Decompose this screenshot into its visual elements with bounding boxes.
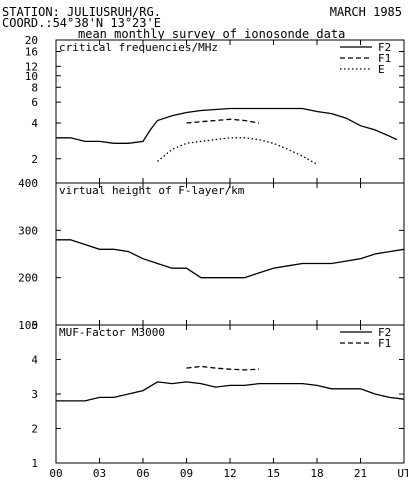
x-tick-label: 15 bbox=[267, 467, 280, 480]
panel-2: 100 200 300 400 virtual height of F-layer/km bbox=[18, 177, 405, 332]
x-tick-label: 03 bbox=[93, 467, 106, 480]
y-tick-label: 16 bbox=[25, 46, 38, 59]
x-tick-label: 06 bbox=[136, 467, 149, 480]
series-line-f1 bbox=[186, 118, 260, 124]
y-tick-label: 300 bbox=[18, 224, 38, 237]
y-tick-label: 6 bbox=[31, 96, 38, 109]
legend-label-f2: F2 bbox=[378, 326, 391, 339]
date-label: MARCH 1985 bbox=[329, 5, 402, 19]
y-tick-label: 4 bbox=[31, 117, 38, 130]
y-tick-label: 5 bbox=[31, 319, 38, 332]
legend-label-f1: F1 bbox=[378, 52, 391, 65]
series-line-e bbox=[157, 137, 318, 165]
y-tick-label: 20 bbox=[25, 34, 38, 47]
y-tick-label: 1 bbox=[31, 457, 38, 470]
x-tick-label: UT bbox=[397, 467, 408, 480]
y-tick-label: 12 bbox=[25, 60, 38, 73]
y-tick-label: 2 bbox=[31, 153, 38, 166]
legend-label-f1: F1 bbox=[378, 337, 391, 350]
series-line-f2 bbox=[56, 381, 405, 402]
x-tick-label: 18 bbox=[310, 467, 323, 480]
panel-title: virtual height of F-layer/km bbox=[59, 184, 245, 197]
panel-frame bbox=[55, 324, 405, 464]
y-tick-label: 3 bbox=[31, 388, 38, 401]
y-tick-label: 400 bbox=[18, 177, 38, 190]
panel-frame bbox=[55, 39, 405, 184]
legend-label-f2: F2 bbox=[378, 41, 391, 54]
station-label: STATION: JULIUSRUH/RG. bbox=[2, 5, 161, 19]
y-tick-label: 10 bbox=[25, 70, 38, 83]
y-tick-label: 100 bbox=[18, 319, 38, 332]
survey-subtitle: mean monthly survey of ionosonde data bbox=[78, 27, 346, 41]
panel-title: critical frequencies/MHz bbox=[59, 41, 218, 54]
panel-title: MUF-Factor M3000 bbox=[59, 326, 165, 339]
x-tick-label: 09 bbox=[180, 467, 193, 480]
y-tick-label: 8 bbox=[31, 81, 38, 94]
y-tick-label: 2 bbox=[31, 423, 38, 436]
legend-label-e: E bbox=[378, 63, 385, 76]
y-tick-label: 200 bbox=[18, 272, 38, 285]
series-line-f2 bbox=[56, 107, 398, 144]
coordinates-label: COORD.:54°38'N 13°23'E bbox=[2, 16, 161, 30]
series-line-f1 bbox=[186, 365, 260, 371]
x-tick-label: 21 bbox=[354, 467, 367, 480]
y-tick-label: 4 bbox=[31, 354, 38, 367]
panel-frame bbox=[55, 182, 405, 326]
x-tick-label: 12 bbox=[223, 467, 236, 480]
x-tick-label: 00 bbox=[49, 467, 62, 480]
series-line-height bbox=[56, 239, 405, 279]
